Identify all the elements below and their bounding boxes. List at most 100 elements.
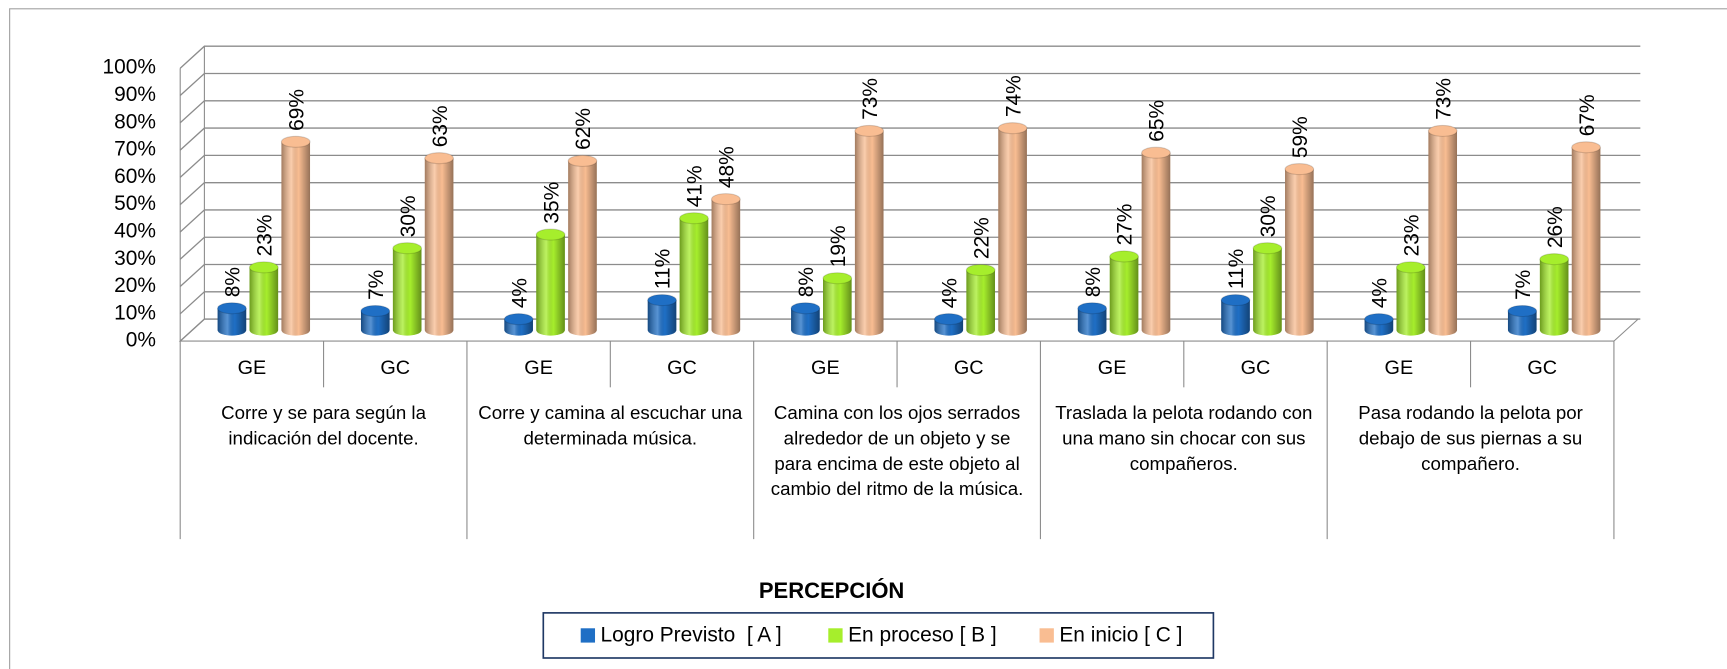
data-label: 19% (827, 225, 850, 267)
bar-top (1427, 124, 1458, 137)
bar-top (647, 294, 677, 307)
legend-swatch (828, 628, 843, 643)
legend-label: En inicio [ C ] (1059, 624, 1182, 647)
bar-top (1141, 146, 1171, 159)
bar-shade (1141, 152, 1171, 336)
bar-top (1364, 313, 1394, 326)
bar-top (248, 261, 279, 274)
bar-shade (1109, 256, 1139, 336)
bar (360, 304, 391, 336)
data-label: 65% (1146, 100, 1169, 142)
group-label-box: Corre y camina al escuchar una determina… (478, 402, 743, 449)
bar (790, 302, 821, 336)
y-tick-label: 0% (126, 329, 156, 352)
group-label-box: Camina con los ojos serrados alrededor d… (771, 403, 1024, 500)
bar-top (1539, 253, 1570, 266)
bar-top (424, 152, 454, 165)
data-label: 41% (684, 165, 707, 207)
bar-top (965, 264, 996, 277)
bar (1571, 141, 1601, 336)
bar-shade (1396, 267, 1426, 336)
grid-line (179, 127, 1641, 151)
y-tick-label: 40% (114, 219, 156, 242)
group-label-box: Traslada la pelota rodando con una mano … (1055, 402, 1313, 475)
bar-shade (854, 130, 884, 336)
data-label: 69% (285, 89, 308, 131)
group-label-box: Pasa rodando la pelota por debajo de sus… (1358, 402, 1583, 475)
y-tick-label: 60% (114, 165, 156, 188)
data-label: 48% (716, 146, 739, 188)
group-label: Traslada la pelota rodando con una mano … (1055, 402, 1313, 475)
y-tick-label: 80% (114, 110, 156, 133)
group-label: Corre y camina al escuchar una determina… (478, 402, 743, 449)
bar-top (360, 304, 391, 318)
bar (1364, 313, 1394, 336)
data-label: 11% (652, 249, 675, 289)
bar (248, 261, 279, 336)
bar-shade (1539, 259, 1569, 336)
legend: Logro Previsto [ A ] En proceso [ B ] En i… (580, 624, 1182, 647)
bar-top (679, 212, 709, 225)
x-tick-label: GE (238, 357, 267, 379)
bar-shade (536, 234, 565, 336)
legend-label: Logro Previsto [ A ] (601, 624, 782, 647)
x-tick-label: GC (380, 357, 410, 379)
y-tick-label: 10% (114, 301, 156, 324)
bar-top (1077, 302, 1108, 315)
bar (392, 242, 423, 336)
bar (822, 272, 853, 336)
plot-area: 0% 10% 20% 30% 40% 50% 60% 70% 80% 90% 100% GE GC GE G… (103, 45, 1641, 540)
data-label: 62% (572, 108, 595, 150)
data-label: 8% (222, 267, 245, 297)
bar (567, 154, 598, 336)
bar-top (790, 302, 821, 315)
bar-top (1252, 242, 1283, 255)
bar-shade (568, 160, 597, 336)
data-label: 4% (508, 278, 531, 308)
data-label: 59% (1289, 116, 1312, 158)
bar-shade (679, 218, 709, 336)
bar-shade (424, 158, 454, 336)
y-tick-label: 50% (114, 192, 156, 215)
x-axis-title: PERCEPCIÓN (759, 578, 904, 603)
y-tick-label: 30% (114, 247, 156, 270)
x-tick-label: GC (1241, 357, 1271, 379)
legend-swatch (1039, 628, 1054, 643)
bar-shade (647, 300, 677, 336)
data-label: 67% (1576, 94, 1599, 136)
group-label: Pasa rodando la pelota por debajo de sus… (1358, 402, 1583, 475)
data-label: 73% (1432, 78, 1455, 120)
bar-shade (1285, 169, 1314, 336)
bar (679, 212, 709, 336)
bar-top (822, 272, 853, 285)
grid-line (179, 100, 1641, 124)
bar (217, 302, 247, 336)
bar-top (1507, 304, 1538, 318)
x-tick-label: GE (1385, 357, 1414, 379)
bar-top (535, 228, 566, 241)
bar-shade (711, 199, 741, 336)
bar (1395, 261, 1426, 336)
bar-shade (791, 308, 820, 336)
bar (933, 313, 964, 336)
bar-shade (823, 278, 852, 336)
grid-line (179, 154, 1641, 178)
data-label: 23% (254, 215, 277, 257)
bar-top (933, 313, 964, 326)
bar-top (217, 302, 247, 315)
bar (424, 152, 454, 336)
data-label: 23% (1401, 215, 1424, 257)
bar-top (1109, 250, 1139, 263)
data-label: 4% (1369, 278, 1392, 308)
data-label: 27% (1114, 204, 1137, 246)
x-tick-label: GE (1098, 357, 1127, 379)
x-tick-label: GC (1527, 357, 1557, 379)
bar (965, 264, 996, 336)
bar-top (1284, 163, 1315, 176)
bar (1220, 294, 1251, 336)
bar-shade (360, 310, 390, 336)
bar-shade (1428, 130, 1458, 336)
bar-top (567, 154, 598, 167)
x-tick-label: GC (667, 357, 697, 379)
bar (280, 135, 311, 336)
